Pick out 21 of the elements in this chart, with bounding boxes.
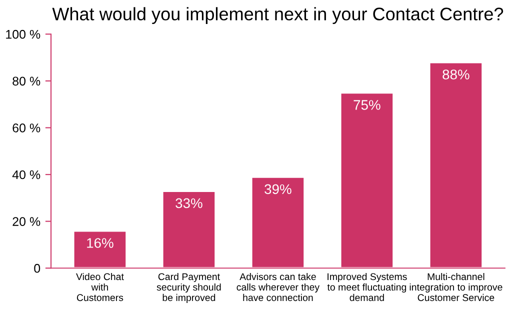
y-tick-label: 20 %: [12, 217, 40, 226]
bar: [339, 92, 395, 268]
y-tick-label: 40 %: [12, 170, 40, 180]
bar: [428, 61, 484, 268]
data-label: 33%: [176, 198, 202, 208]
x-tick-label: Card Payment security should be improved: [156, 272, 221, 303]
y-tick-label: 0: [34, 264, 40, 273]
bar: [72, 230, 128, 268]
data-label: 88%: [442, 70, 470, 80]
bar: [250, 176, 306, 268]
data-label: 16%: [87, 238, 114, 248]
data-label: 75%: [354, 100, 380, 110]
x-tick-label: Advisors can take calls wherever they have connection: [236, 272, 320, 302]
x-tick-label: Video Chat with Customers: [76, 272, 124, 302]
y-tick-label: 100 %: [6, 30, 40, 39]
y-tick-label: 80 %: [12, 76, 40, 86]
data-label: 39%: [264, 184, 292, 194]
x-tick-label: Improved Systems to meet fluctuating demand: [327, 272, 407, 302]
x-tick-label: Multi-channel integration to improve Customer Service: [410, 272, 502, 302]
y-tick-label: 60 %: [12, 124, 40, 132]
chart-title: What would you implement next in your Contact Centre?: [52, 7, 504, 24]
